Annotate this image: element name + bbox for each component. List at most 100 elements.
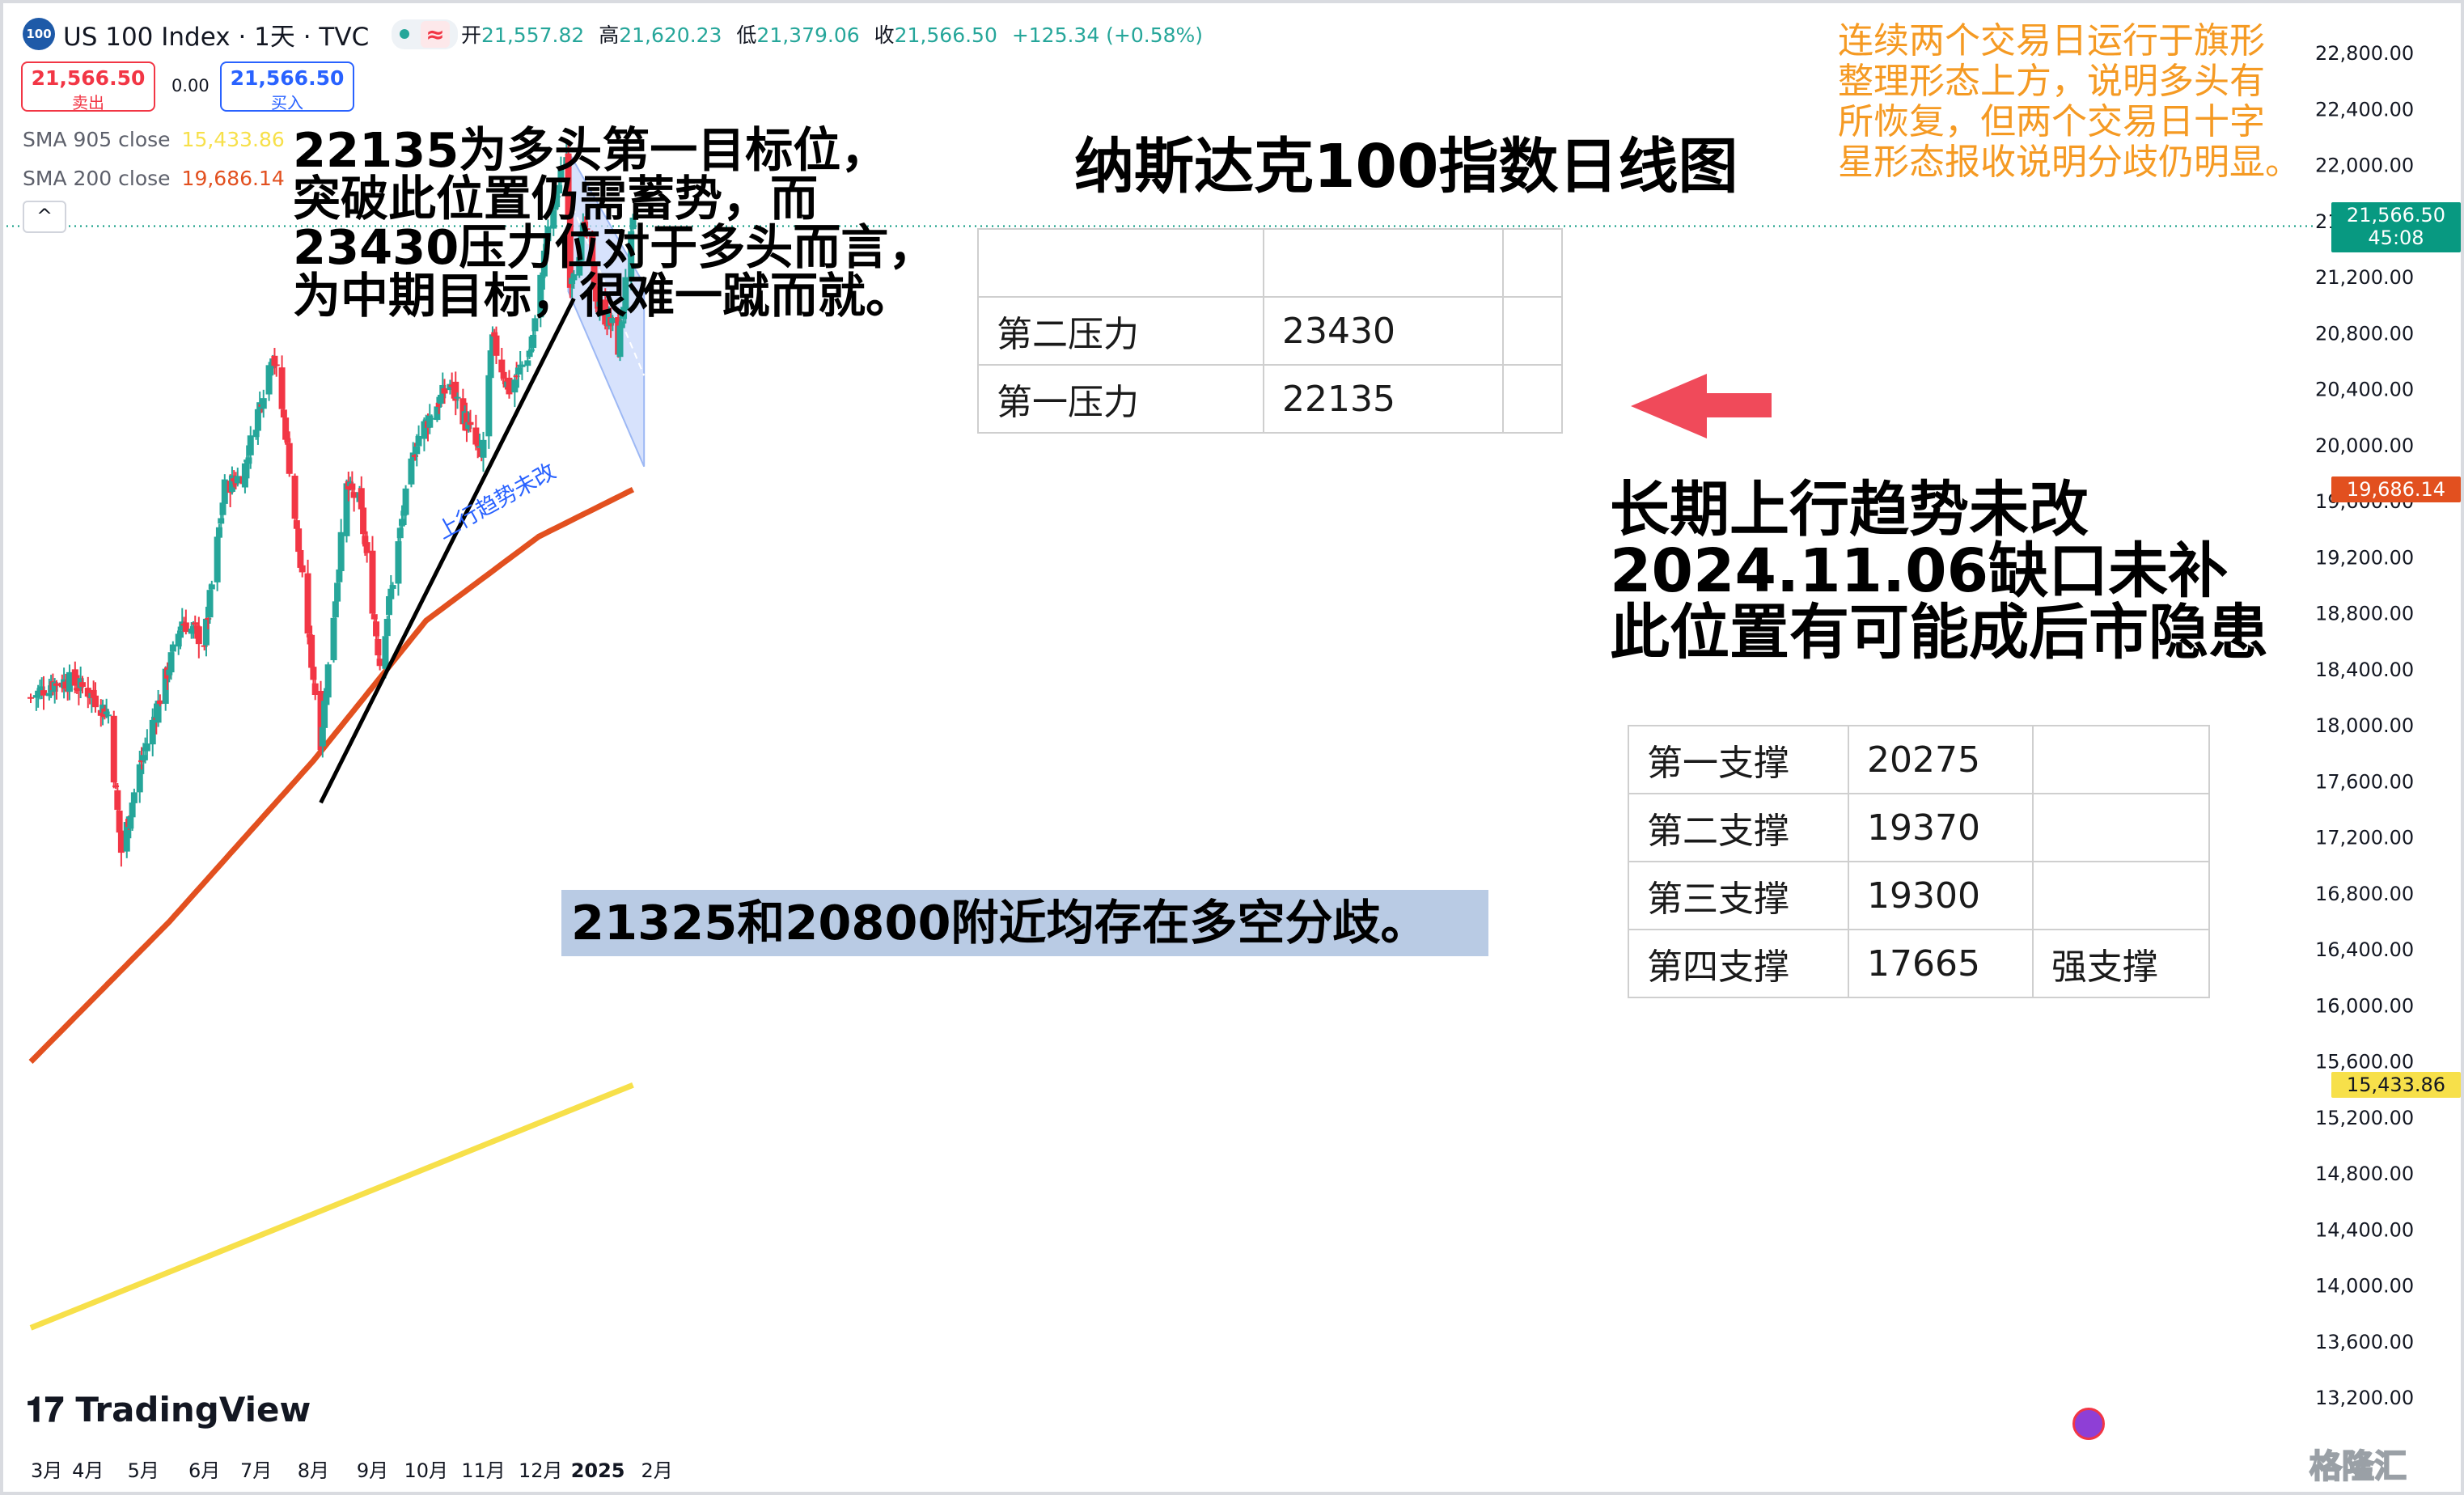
candle-body <box>192 622 199 625</box>
table-cell <box>2031 861 2211 930</box>
sma905-line <box>29 1082 634 1331</box>
table-row: 第二压力 23430 <box>976 296 1564 366</box>
candle-body <box>334 582 341 602</box>
candle-body <box>149 719 156 745</box>
candle-body <box>350 492 358 498</box>
sma200-price-tag: 19,686.14 <box>2331 476 2461 503</box>
candle-body <box>472 427 480 445</box>
candle-body <box>500 371 507 379</box>
y-tick-label: 22,000.00 <box>2315 155 2414 177</box>
candle-body <box>480 439 487 458</box>
ohlc-high: 21,620.23 <box>619 23 722 47</box>
y-tick-label: 15,600.00 <box>2315 1051 2414 1074</box>
candle-body <box>629 218 637 230</box>
candle-body <box>297 549 304 568</box>
candle-body <box>519 364 526 367</box>
tradingview-logo[interactable]: 𝟏𝟕 TradingView <box>26 1390 311 1430</box>
candle-body <box>421 421 428 439</box>
candle-body <box>228 475 235 492</box>
ohlc-open-label: 开 <box>461 23 482 47</box>
candle-body <box>284 438 291 443</box>
candle-body <box>360 507 367 535</box>
candle-body <box>447 383 454 391</box>
flag-channel-midline <box>567 196 646 376</box>
candle-body <box>415 435 422 447</box>
table-cell: 19300 <box>1848 861 2034 930</box>
candle-body <box>330 617 337 661</box>
candle-body <box>530 334 537 349</box>
table-cell: 第二支撑 <box>1628 793 1849 862</box>
candle-body <box>552 193 559 210</box>
y-tick-label: 19,200.00 <box>2315 546 2414 569</box>
ohlc-close-label: 收 <box>874 23 895 47</box>
buy-button[interactable]: 21,566.50 买入 <box>220 61 354 112</box>
candle-body <box>110 715 117 783</box>
candle-body <box>53 683 60 686</box>
orange-note: 连续两个交易日运行于旗形 整理形态上方，说明多头有 所恢复，但两个交易日十字 星… <box>1838 21 2301 183</box>
symbol-title[interactable]: US 100 Index · 1天 · TVC <box>63 22 370 52</box>
chart-title-annotation: 纳斯达克100指数日线图 <box>1074 132 1738 201</box>
candle-body <box>130 792 138 803</box>
candle-body <box>214 536 221 582</box>
x-tick-label: 11月 <box>461 1459 506 1482</box>
candle-body <box>526 350 533 358</box>
buy-price: 21,566.50 <box>230 66 345 90</box>
table-cell: 20275 <box>1848 725 2034 794</box>
indicator-sma905[interactable]: SMA 905 close 15,433.86 <box>23 128 285 151</box>
gap-arrow-icon <box>1631 374 1772 438</box>
candle-body <box>402 488 409 515</box>
y-tick-label: 18,400.00 <box>2315 659 2414 681</box>
table-row: 第四支撑 17665 强支撑 <box>1628 929 2211 998</box>
candle-body <box>308 634 315 668</box>
ohlc-open: 21,557.82 <box>481 23 585 47</box>
bottom-note: 21325和20800附近均存在多空分歧。 <box>561 890 1488 956</box>
candle-body <box>544 226 552 242</box>
table-row: 第二支撑 19370 <box>1628 793 2211 862</box>
trend-label: 上行趋势未改 <box>434 459 561 544</box>
flag-icon[interactable] <box>2072 1408 2105 1440</box>
candle-body <box>140 755 147 761</box>
candle-body <box>310 667 317 680</box>
spread-value: 0.00 <box>171 76 210 95</box>
market-status[interactable]: ≈ <box>392 19 458 49</box>
candle-body <box>62 681 70 689</box>
y-tick-label: 21,200.00 <box>2315 266 2414 289</box>
candle-body <box>506 377 513 395</box>
x-tick-label: 12月 <box>519 1459 563 1482</box>
candle-body <box>489 334 496 355</box>
candle-body <box>531 318 539 332</box>
candle-body <box>208 584 215 590</box>
left-note-line: 23430压力位对于多头而言， <box>293 219 937 275</box>
sell-price: 21,566.50 <box>31 66 146 90</box>
candle-body <box>592 286 599 302</box>
tradingview-icon: 𝟏𝟕 <box>26 1390 76 1429</box>
candle-body <box>332 601 339 618</box>
candle-body <box>437 394 444 404</box>
candle-body <box>167 652 175 673</box>
x-tick-label: 7月 <box>240 1459 272 1482</box>
candle-body <box>609 318 616 324</box>
candle-body <box>511 379 519 393</box>
collapse-indicators-button[interactable]: ^ <box>23 201 66 233</box>
y-tick-label: 16,800.00 <box>2315 883 2414 905</box>
candle-body <box>304 573 311 634</box>
candle-body <box>375 638 382 656</box>
table-cell: 第三支撑 <box>1628 861 1849 930</box>
candle-body <box>565 153 572 216</box>
candle-body <box>370 614 378 620</box>
wave-icon: ≈ <box>421 20 450 48</box>
candle-body <box>389 585 396 589</box>
symbol-logo[interactable]: 100 <box>23 18 55 50</box>
candle-body <box>38 686 45 691</box>
candle-body <box>618 321 625 328</box>
indicator-sma200[interactable]: SMA 200 close 19,686.14 <box>23 167 285 190</box>
candle-body <box>524 360 531 366</box>
table-cell <box>1263 228 1504 298</box>
sell-button[interactable]: 21,566.50 卖出 <box>21 61 155 112</box>
table-cell <box>1501 364 1564 434</box>
last-price-tag: 21,566.50 45:08 <box>2331 201 2461 252</box>
candle-body <box>441 388 448 394</box>
candle-body <box>103 711 110 714</box>
bar-countdown: 45:08 <box>2368 226 2424 249</box>
